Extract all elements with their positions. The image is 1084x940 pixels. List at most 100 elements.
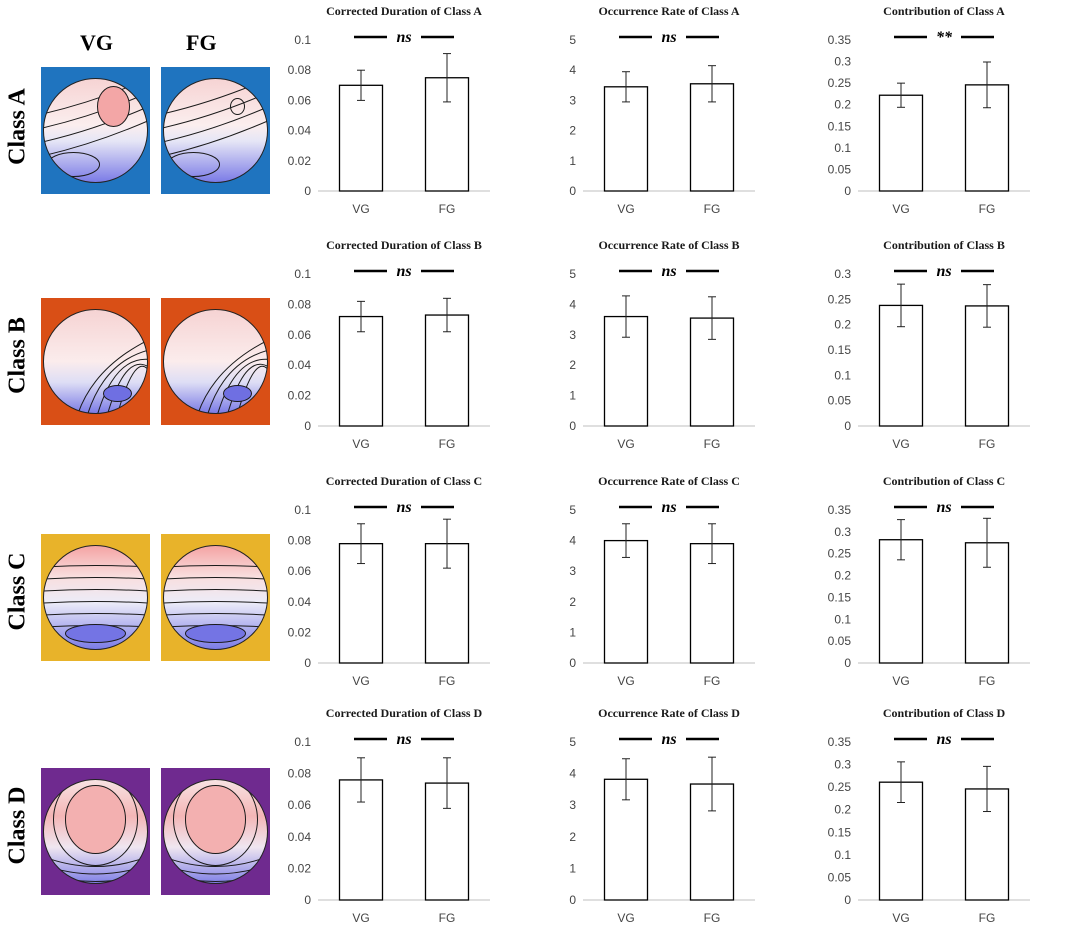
column-header-vg: VG — [80, 30, 113, 55]
occurrence-rate-class-d-ytick: 1 — [569, 861, 576, 875]
topomap-fg-class-a-outline — [163, 78, 268, 183]
occurrence-rate-class-d-ytick: 2 — [569, 830, 576, 844]
contribution-class-b-xtick: VG — [892, 437, 909, 451]
occurrence-rate-class-b-chart: Occurrence Rate of Class B 0 1 2 3 4 5 VG FG ns — [569, 238, 755, 451]
corrected-duration-class-b-ytick: 0 — [304, 419, 311, 433]
corrected-duration-class-c-ytick: 0.1 — [294, 503, 311, 517]
contribution-class-c-ytick: 0.05 — [828, 634, 852, 648]
contribution-class-d-ytick: 0.05 — [828, 870, 852, 884]
corrected-duration-class-b-ytick: 0.08 — [288, 297, 312, 311]
topomap-vg-class-b-outline — [43, 309, 148, 414]
occurrence-rate-class-d-xtick: VG — [617, 911, 634, 925]
contribution-class-a-significance-label: ** — [936, 29, 953, 46]
corrected-duration-class-b-bar-fg — [424, 314, 470, 427]
contribution-class-c-xtick: FG — [979, 674, 996, 688]
corrected-duration-class-b-chart: Corrected Duration of Class B 0 0.02 0.04 0.… — [288, 238, 490, 451]
corrected-duration-class-c-chart: Corrected Duration of Class C 0 0.02 0.04 0.… — [288, 474, 490, 688]
contribution-class-d-chart: Contribution of Class D 0 0.05 0.1 0.15 0.2 0.… — [828, 706, 1030, 925]
occurrence-rate-class-d-ytick: 4 — [569, 767, 576, 781]
corrected-duration-class-d-xtick: VG — [352, 911, 369, 925]
corrected-duration-class-c-ytick: 0 — [304, 656, 311, 670]
corrected-duration-class-d-ytick: 0.04 — [288, 830, 312, 844]
contribution-class-d-xtick: VG — [892, 911, 909, 925]
contribution-class-c-ytick: 0.2 — [834, 569, 851, 583]
corrected-duration-class-a-ytick: 0.06 — [288, 93, 312, 107]
occurrence-rate-class-c-bar-vg — [603, 539, 649, 664]
contribution-class-a-bar-vg — [878, 94, 924, 192]
occurrence-rate-class-c-title: Occurrence Rate of Class C — [598, 474, 740, 488]
occurrence-rate-class-a-ytick: 4 — [569, 63, 576, 77]
contribution-class-c-chart: Contribution of Class C 0 0.05 0.1 0.15 0.2 0.… — [828, 474, 1030, 688]
corrected-duration-class-c-xtick: VG — [352, 674, 369, 688]
corrected-duration-class-c-bar-fg — [424, 543, 470, 664]
occurrence-rate-class-d-ytick: 5 — [569, 735, 576, 749]
topomap-fg-class-c-outline — [163, 545, 268, 650]
occurrence-rate-class-c-ytick: 5 — [569, 503, 576, 517]
contribution-class-d-title: Contribution of Class D — [883, 706, 1006, 720]
occurrence-rate-class-a-xtick: VG — [617, 202, 634, 216]
occurrence-rate-class-b-ytick: 5 — [569, 267, 576, 281]
occurrence-rate-class-c-ytick: 2 — [569, 595, 576, 609]
corrected-duration-class-d-ytick: 0.06 — [288, 798, 312, 812]
contribution-class-d-ytick: 0.3 — [834, 758, 851, 772]
contribution-class-a-ytick: 0.25 — [828, 76, 852, 90]
contribution-class-d-ytick: 0.35 — [828, 735, 852, 749]
corrected-duration-class-b-ytick: 0.02 — [288, 389, 312, 403]
contribution-class-b-bar-vg — [878, 304, 924, 427]
corrected-duration-class-c-xtick: FG — [439, 674, 456, 688]
contribution-class-a-ytick: 0 — [844, 184, 851, 198]
contribution-class-b-ytick: 0.3 — [834, 267, 851, 281]
occurrence-rate-class-a-ytick: 0 — [569, 184, 576, 198]
contribution-class-c-significance-label: ns — [936, 499, 951, 516]
corrected-duration-class-c-ytick: 0.04 — [288, 595, 312, 609]
corrected-duration-class-b-xtick: FG — [439, 437, 456, 451]
contribution-class-a-ytick: 0.05 — [828, 162, 852, 176]
occurrence-rate-class-b-xtick: FG — [704, 437, 721, 451]
contribution-class-c-ytick: 0.15 — [828, 590, 852, 604]
occurrence-rate-class-b-xtick: VG — [617, 437, 634, 451]
corrected-duration-class-c-ytick: 0.08 — [288, 534, 312, 548]
occurrence-rate-class-d-xtick: FG — [704, 911, 721, 925]
column-header-fg: FG — [186, 30, 217, 55]
occurrence-rate-class-c-ytick: 3 — [569, 564, 576, 578]
contribution-class-b-significance-label: ns — [936, 263, 951, 280]
contribution-class-d-xtick: FG — [979, 911, 996, 925]
occurrence-rate-class-b-ytick: 1 — [569, 389, 576, 403]
occurrence-rate-class-c-ytick: 4 — [569, 534, 576, 548]
occurrence-rate-class-b-ytick: 2 — [569, 358, 576, 372]
contribution-class-b-ytick: 0.2 — [834, 318, 851, 332]
occurrence-rate-class-d-ytick: 3 — [569, 798, 576, 812]
corrected-duration-class-d-significance-label: ns — [396, 731, 411, 748]
topomap-vg-class-b-contours — [75, 336, 148, 414]
corrected-duration-class-b-ytick: 0.06 — [288, 328, 312, 342]
contribution-class-a-ytick: 0.2 — [834, 98, 851, 112]
occurrence-rate-class-a-ytick: 1 — [569, 154, 576, 168]
contribution-class-a-xtick: FG — [979, 202, 996, 216]
corrected-duration-class-b-xtick: VG — [352, 437, 369, 451]
contribution-class-c-ytick: 0.1 — [834, 612, 851, 626]
contribution-class-b-ytick: 0.25 — [828, 292, 852, 306]
occurrence-rate-class-c-ytick: 1 — [569, 625, 576, 639]
corrected-duration-class-b-significance-label: ns — [396, 263, 411, 280]
corrected-duration-class-d-chart: Corrected Duration of Class D 0 0.02 0.04 0.… — [288, 706, 490, 925]
topomap-vg-class-d-outline — [43, 779, 148, 884]
corrected-duration-class-c-title: Corrected Duration of Class C — [326, 474, 482, 488]
topomap-fg-class-b-outline — [163, 309, 268, 414]
contribution-class-c-xtick: VG — [892, 674, 909, 688]
occurrence-rate-class-a-bar-vg — [603, 86, 649, 192]
contribution-class-a-title: Contribution of Class A — [883, 4, 1005, 18]
contribution-class-b-ytick: 0.05 — [828, 394, 852, 408]
contribution-class-b-chart: Contribution of Class B 0 0.05 0.1 0.15 0.2 0.… — [828, 238, 1030, 451]
contribution-class-b-ytick: 0 — [844, 419, 851, 433]
contribution-class-b-xtick: FG — [979, 437, 996, 451]
topomap-fg-class-a — [163, 78, 268, 183]
corrected-duration-class-d-ytick: 0 — [304, 893, 311, 907]
corrected-duration-class-a-chart: Corrected Duration of Class A 0 0.02 0.04 0.… — [288, 4, 490, 216]
topomap-fg-class-d-outline — [163, 779, 268, 884]
topomap-vg-class-c — [43, 545, 148, 650]
corrected-duration-class-a-xtick: VG — [352, 202, 369, 216]
contribution-class-c-ytick: 0.35 — [828, 503, 852, 517]
occurrence-rate-class-a-significance-label: ns — [661, 29, 676, 46]
corrected-duration-class-a-ytick: 0.04 — [288, 124, 312, 138]
